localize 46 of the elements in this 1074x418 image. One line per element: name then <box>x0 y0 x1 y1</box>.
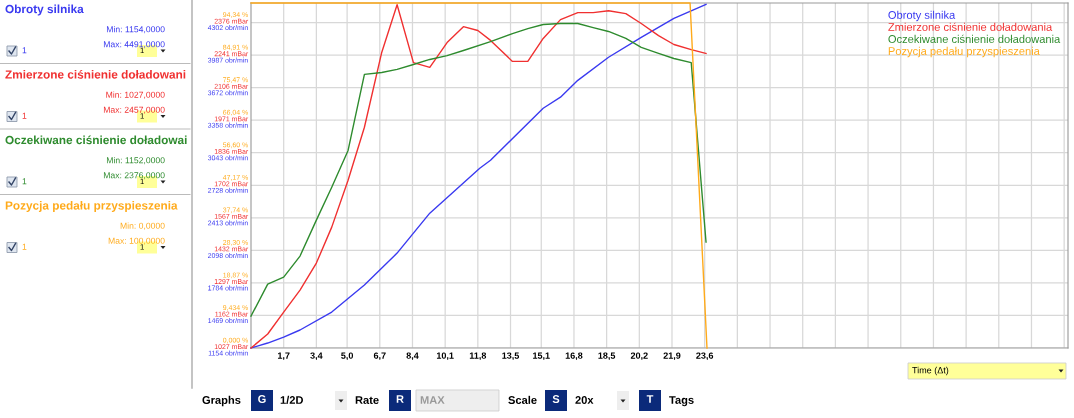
x-tick-label: 6,7 <box>373 352 386 361</box>
text: Max: 4491,0000 <box>103 41 165 49</box>
text: Oczekiwane ciśnienie doładowania <box>888 34 1061 43</box>
text: Obroty silnika <box>888 10 956 22</box>
x-tick-label: 1,7 <box>277 352 290 361</box>
text: R <box>396 395 404 403</box>
text: Max: 100,0000 <box>108 237 165 245</box>
x-tick-label: 16,8 <box>565 352 583 361</box>
text: Max: 2457,0000 <box>103 106 165 114</box>
x-tick-label: 11,8 <box>469 352 487 361</box>
text: T <box>646 395 654 403</box>
text: Max: 2376,0000 <box>103 172 165 180</box>
x-tick-label: 15,1 <box>533 352 550 361</box>
text: Obroty silnika <box>5 4 84 16</box>
text: Min: 0,0000 <box>120 222 165 230</box>
text: Min: 1154,0000 <box>106 25 165 34</box>
text: S <box>552 395 560 403</box>
text: Min: 1152,0000 <box>106 156 165 165</box>
x-axis-title: Time (Δt) <box>912 366 949 376</box>
text: Min: 1027,0000 <box>106 91 165 99</box>
text: Pozycja pedału przyspieszenia <box>5 201 178 212</box>
text: Zmierzone ciśnienie doładowani <box>5 69 186 79</box>
text: 1 <box>22 178 27 185</box>
x-tick-label: 3,4 <box>310 352 323 361</box>
text: Pozycja pedału przyspieszenia <box>888 46 1040 58</box>
text: Scale <box>508 395 537 404</box>
text: MAX <box>420 396 445 404</box>
text: Oczekiwane ciśnienie doładowai <box>5 135 187 145</box>
text: Rate <box>355 396 379 404</box>
x-tick-label: 18,5 <box>598 352 616 361</box>
text: 1/2D <box>280 395 303 405</box>
text: G <box>258 395 266 403</box>
x-tick-label: 5,0 <box>341 352 354 361</box>
text: 1 <box>22 112 27 119</box>
text: Tags <box>669 396 694 407</box>
x-tick-label: 23,6 <box>696 352 714 361</box>
text: Zmierzone ciśnienie doładowania <box>888 22 1053 31</box>
x-tick-label: 21,9 <box>663 352 681 361</box>
x-tick-label: 13,5 <box>502 352 520 361</box>
text: Graphs <box>202 395 241 407</box>
text: 1 <box>22 243 27 250</box>
x-tick-label: 20,2 <box>630 352 648 361</box>
x-tick-label: 8,4 <box>406 352 419 361</box>
x-tick-label: 10,1 <box>436 352 454 361</box>
text: 20x <box>575 396 594 404</box>
text: 1 <box>22 47 27 54</box>
